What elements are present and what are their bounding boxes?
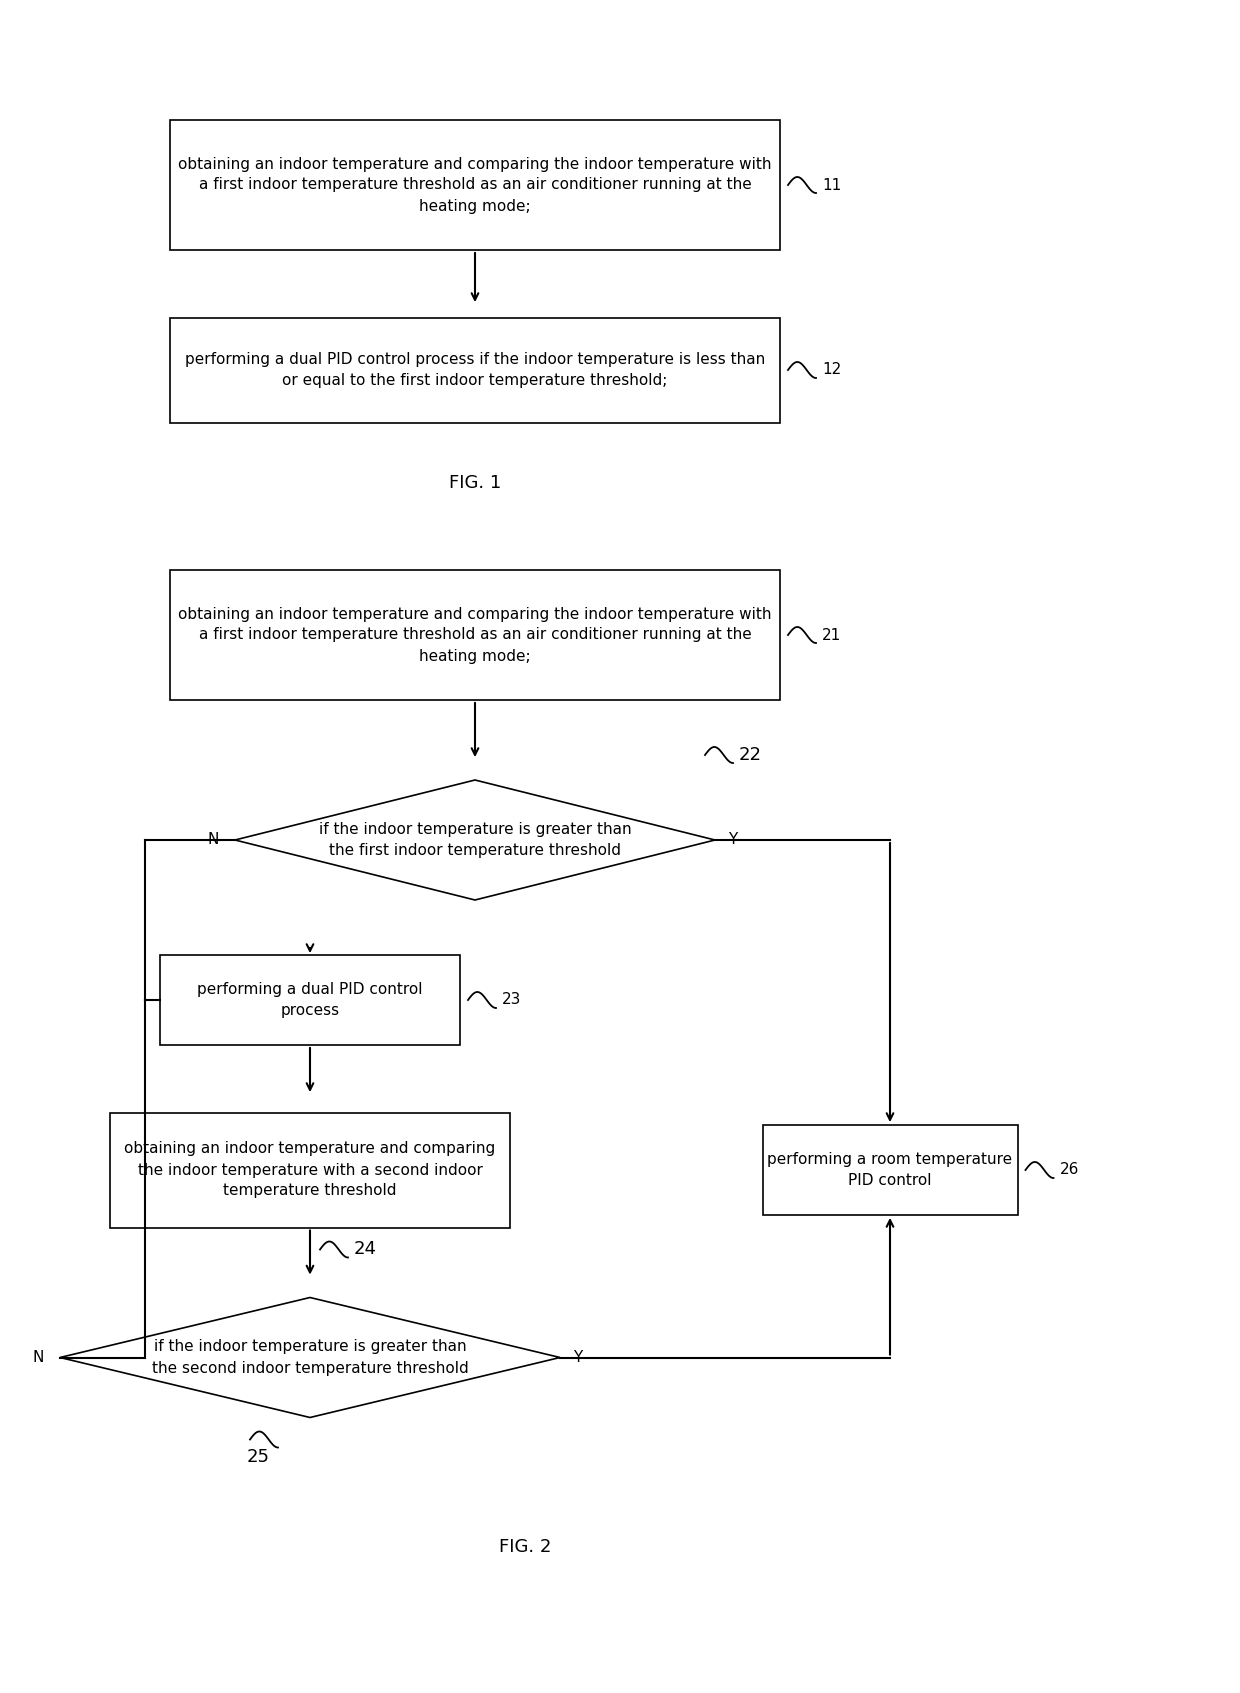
Bar xyxy=(170,120,780,251)
Bar xyxy=(160,955,460,1045)
Text: 21: 21 xyxy=(822,628,841,643)
Text: FIG. 2: FIG. 2 xyxy=(498,1539,552,1556)
Text: if the indoor temperature is greater than
the first indoor temperature threshold: if the indoor temperature is greater tha… xyxy=(319,823,631,858)
Text: 12: 12 xyxy=(822,362,841,378)
Bar xyxy=(170,318,780,423)
Text: if the indoor temperature is greater than
the second indoor temperature threshol: if the indoor temperature is greater tha… xyxy=(151,1339,469,1375)
Polygon shape xyxy=(236,780,715,901)
Text: FIG. 1: FIG. 1 xyxy=(449,474,501,491)
Text: 26: 26 xyxy=(1059,1163,1079,1178)
Text: Y: Y xyxy=(728,833,738,848)
Bar xyxy=(763,1126,1018,1216)
Text: 23: 23 xyxy=(502,992,521,1007)
Bar xyxy=(170,571,780,699)
Text: performing a room temperature
PID control: performing a room temperature PID contro… xyxy=(768,1151,1013,1188)
Text: Y: Y xyxy=(573,1349,583,1365)
Polygon shape xyxy=(60,1297,560,1417)
Text: N: N xyxy=(32,1349,43,1365)
Text: N: N xyxy=(207,833,218,848)
Text: obtaining an indoor temperature and comparing the indoor temperature with
a firs: obtaining an indoor temperature and comp… xyxy=(179,156,771,213)
Text: 25: 25 xyxy=(247,1449,269,1466)
Text: performing a dual PID control
process: performing a dual PID control process xyxy=(197,982,423,1017)
Text: obtaining an indoor temperature and comparing the indoor temperature with
a firs: obtaining an indoor temperature and comp… xyxy=(179,606,771,664)
Text: 24: 24 xyxy=(353,1241,377,1258)
Text: 22: 22 xyxy=(739,747,763,764)
Text: obtaining an indoor temperature and comparing
the indoor temperature with a seco: obtaining an indoor temperature and comp… xyxy=(124,1141,496,1199)
Text: performing a dual PID control process if the indoor temperature is less than
or : performing a dual PID control process if… xyxy=(185,352,765,388)
Text: 11: 11 xyxy=(822,178,841,193)
Bar xyxy=(110,1112,510,1227)
